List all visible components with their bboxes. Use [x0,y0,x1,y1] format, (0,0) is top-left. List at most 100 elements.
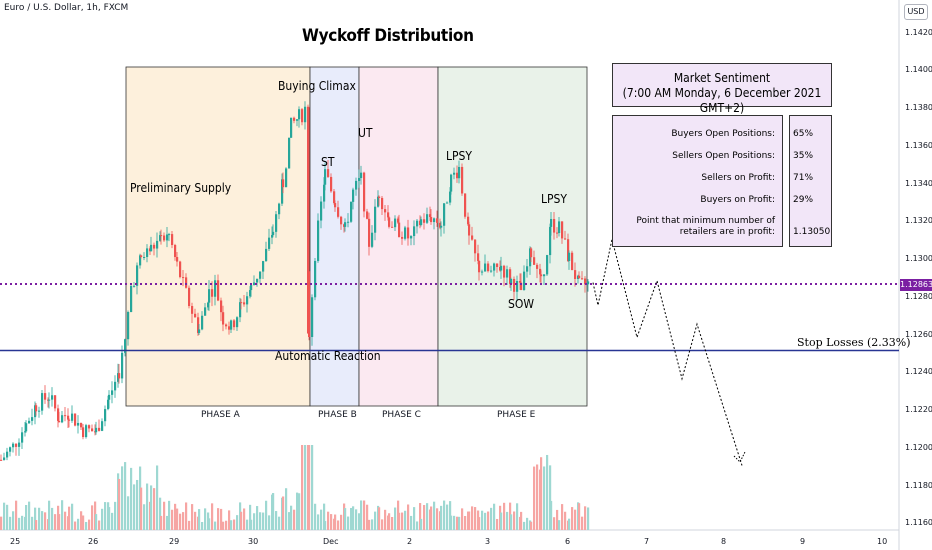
volume-bar [249,504,252,530]
sentiment-labels-box: Buyers Open Positions: Sellers Open Posi… [612,115,783,247]
volume-bar [464,516,467,530]
lpsy-label-1: LPSY [446,149,472,163]
candle-body [366,211,369,219]
volume-bar [413,507,416,530]
volume-bar [293,509,296,530]
sentiment-row-value: 71% [793,173,814,183]
volume-bar [118,478,121,530]
volume-bar [288,512,291,530]
sentiment-row-value: 35% [793,151,814,161]
automatic-reaction-label: Automatic Reaction [275,349,381,363]
sentiment-row-value: 65% [793,129,814,139]
volume-bar [146,483,149,530]
candle-body [182,277,185,279]
volume-bar [150,485,153,530]
volume-bar [101,508,104,530]
candle-body [401,236,404,239]
candle-body [439,222,442,228]
candle-body [48,399,51,401]
candle-body [567,239,570,261]
volume-bar [18,517,21,530]
volume-bar [217,508,220,530]
candle-body [546,255,549,275]
volume-bar [285,488,288,530]
volume-bar [171,509,174,530]
currency-button[interactable]: USD [904,4,928,20]
candle-body [574,270,577,279]
candle-body [153,244,156,249]
volume-bar [204,508,207,530]
candle-body [166,234,169,241]
volume-bar [450,515,453,530]
candle-body [296,119,299,121]
candle-body [523,271,526,291]
candle-body [350,201,353,222]
volume-bar [553,517,556,530]
candle-body [461,166,464,194]
volume-bar [201,521,204,530]
volume-bar [423,505,426,530]
candle-body [446,202,449,204]
volume-bar [220,508,223,530]
candle-body [413,226,416,237]
volume-bar [68,506,71,530]
volume-bar [44,512,47,530]
volume-bar [127,496,130,530]
candle-body [214,280,217,297]
candle-body [340,216,343,225]
candle-body [481,271,484,273]
volume-bar [25,504,28,530]
candle-body [388,217,391,227]
volume-bar [526,517,529,530]
volume-bar [153,488,156,530]
candle-body [510,278,513,284]
candle-body [21,432,24,443]
volume-bar [222,521,225,530]
phase-a-label: PHASE A [201,410,240,420]
volume-bar [430,506,433,530]
y-tick-label: 1.11600 [905,518,932,527]
volume-bar [256,506,259,530]
candle-body [347,221,350,223]
volume-bar [516,503,519,530]
volume-bar [571,507,574,530]
volume-bar [168,500,171,530]
volume-bar [401,512,404,530]
candle-body [553,218,556,233]
candle-body [67,415,70,420]
volume-bar [478,517,481,530]
candle-body [68,419,71,421]
lpsy-label-2: LPSY [541,192,567,206]
volume-bar [179,513,182,530]
candle-body [124,339,127,353]
volume-bar [143,504,146,530]
st-label: ST [321,155,335,169]
candle-body [104,409,107,422]
candle-body [314,260,317,298]
volume-bar [71,503,74,530]
candle-body [333,191,336,204]
volume-bar [278,516,281,530]
candle-body [443,203,446,226]
candle-body [558,221,561,234]
candle-body [278,203,281,215]
sentiment-row-label: Sellers on Profit: [701,173,775,183]
x-tick-label: 26 [88,537,99,546]
volume-bar [410,515,413,530]
candle-body [18,442,21,447]
buying-climax-candle [307,107,310,334]
candle-body [587,281,590,285]
volume-bar [88,519,91,530]
volume-bar [174,503,177,530]
volume-bar [419,503,422,530]
volume-bar [543,466,546,530]
volume-bar [523,521,526,530]
candle-body [550,218,553,227]
volume-bar [426,503,429,530]
candle-body [57,408,60,421]
volume-bar [530,521,533,530]
volume-bar [21,515,24,530]
candle-body [114,381,117,391]
volume-bar [160,515,163,530]
volume-bar [574,509,577,530]
